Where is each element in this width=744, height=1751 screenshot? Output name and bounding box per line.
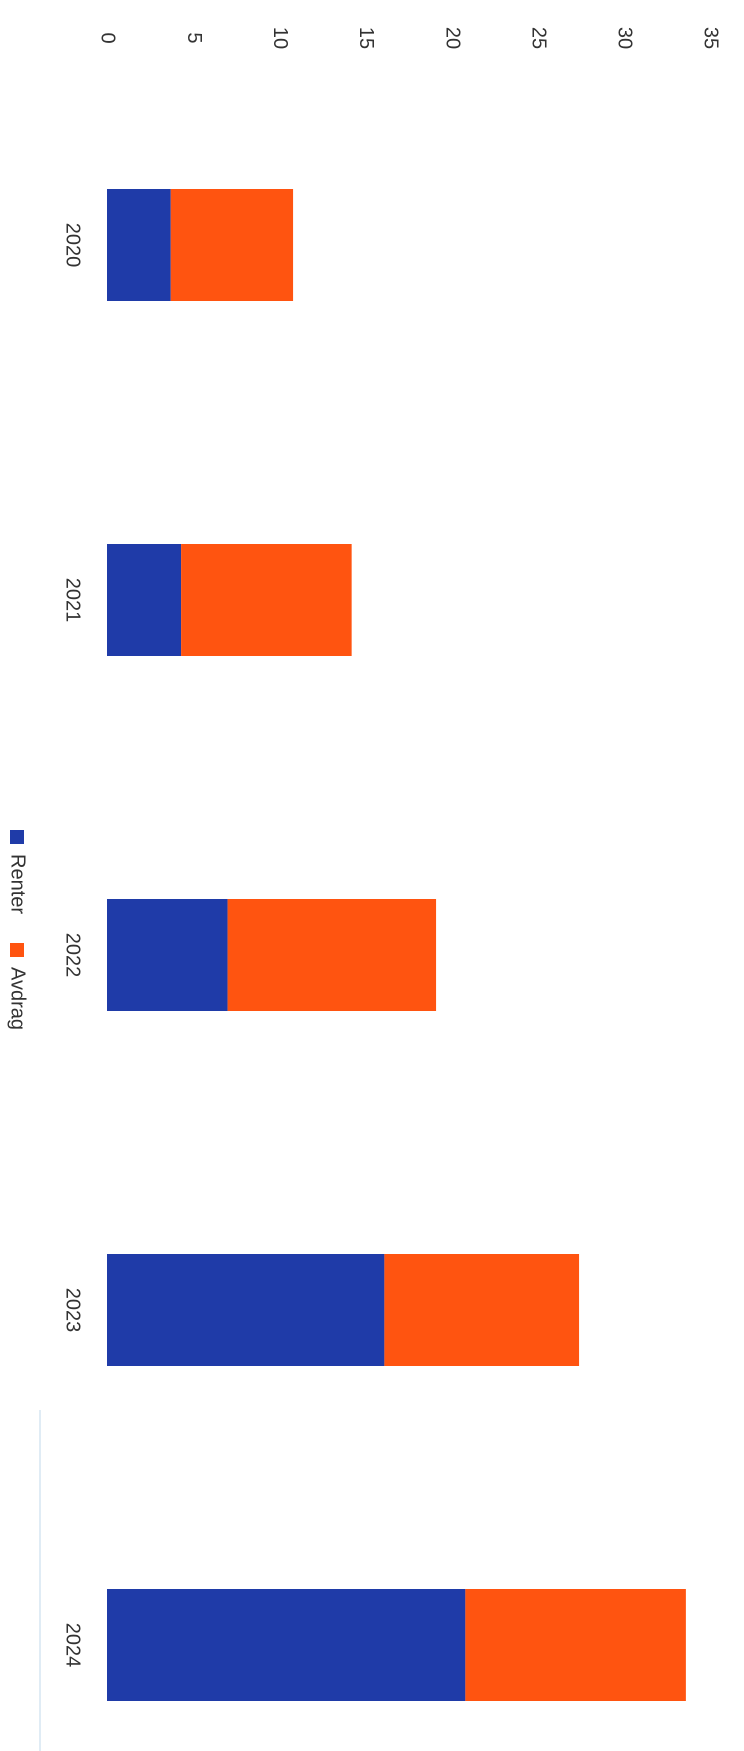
bar-segment-renter — [107, 1254, 385, 1366]
value-tick-label: 20 — [441, 27, 463, 49]
value-tick-label: 10 — [269, 27, 291, 49]
value-tick-label: 0 — [97, 32, 119, 43]
bar-segment-avdrag — [170, 189, 294, 301]
category-label: 2023 — [62, 1288, 84, 1333]
category-label: 2022 — [62, 933, 84, 978]
category-axis: 2020 2021 2022 2023 2024 — [62, 223, 84, 1668]
bars — [107, 189, 686, 1701]
category-label: 2020 — [62, 223, 84, 268]
category-label: 2024 — [62, 1623, 84, 1668]
value-tick-label: 5 — [183, 32, 205, 43]
value-axis: 0 5 10 15 20 25 30 35 — [97, 27, 722, 49]
value-tick-label: 35 — [700, 27, 722, 49]
bar-segment-renter — [107, 189, 171, 301]
category-label: 2021 — [62, 578, 84, 623]
bar-segment-avdrag — [227, 899, 437, 1011]
bar-segment-avdrag — [384, 1254, 580, 1366]
bar-segment-avdrag — [181, 544, 352, 656]
value-tick-label: 25 — [527, 27, 549, 49]
bar-segment-renter — [107, 544, 182, 656]
bar-segment-renter — [107, 899, 228, 1011]
value-tick-label: 30 — [614, 27, 636, 49]
legend-label: Avdrag — [7, 967, 29, 1030]
value-tick-label: 15 — [355, 27, 377, 49]
legend: Renter Avdrag — [7, 830, 29, 1030]
legend-swatch — [10, 943, 24, 957]
bar-segment-renter — [107, 1589, 466, 1701]
legend-swatch — [10, 830, 24, 844]
legend-label: Renter — [7, 854, 29, 914]
bar-segment-avdrag — [465, 1589, 686, 1701]
